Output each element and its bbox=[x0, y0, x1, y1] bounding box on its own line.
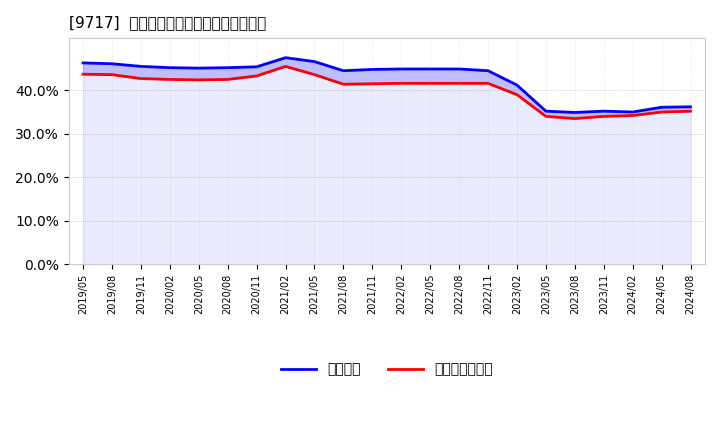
Line: 固定長期適合率: 固定長期適合率 bbox=[83, 66, 690, 118]
固定長期適合率 bbox=[137, 76, 145, 81]
固定比率 bbox=[426, 66, 434, 72]
固定長期適合率 bbox=[426, 81, 434, 86]
固定比率 bbox=[223, 65, 232, 70]
固定長期適合率 bbox=[368, 81, 377, 86]
固定比率 bbox=[397, 66, 405, 72]
固定比率 bbox=[310, 59, 319, 64]
固定長期適合率 bbox=[629, 113, 637, 118]
固定長期適合率 bbox=[223, 77, 232, 82]
Text: [9717]  固定比率、固定長期適合率の推移: [9717] 固定比率、固定長期適合率の推移 bbox=[68, 15, 266, 30]
固定長期適合率 bbox=[252, 73, 261, 79]
固定長期適合率 bbox=[600, 114, 608, 119]
固定長期適合率 bbox=[484, 81, 492, 86]
固定長期適合率 bbox=[108, 72, 117, 77]
固定比率 bbox=[282, 55, 290, 60]
固定比率 bbox=[600, 109, 608, 114]
固定比率 bbox=[108, 61, 117, 66]
固定長期適合率 bbox=[657, 110, 666, 115]
固定長期適合率 bbox=[339, 81, 348, 87]
固定比率 bbox=[166, 65, 174, 70]
固定長期適合率 bbox=[541, 114, 550, 119]
固定長期適合率 bbox=[166, 77, 174, 82]
固定長期適合率 bbox=[397, 81, 405, 86]
固定長期適合率 bbox=[282, 64, 290, 69]
固定長期適合率 bbox=[513, 92, 521, 97]
固定比率 bbox=[368, 67, 377, 72]
固定長期適合率 bbox=[686, 109, 695, 114]
固定長期適合率 bbox=[570, 116, 579, 121]
固定比率 bbox=[137, 64, 145, 69]
固定比率 bbox=[686, 104, 695, 110]
固定長期適合率 bbox=[78, 72, 87, 77]
固定比率 bbox=[629, 110, 637, 115]
固定比率 bbox=[194, 66, 203, 71]
固定長期適合率 bbox=[194, 77, 203, 82]
固定比率 bbox=[455, 66, 464, 72]
固定比率 bbox=[541, 109, 550, 114]
固定比率 bbox=[484, 68, 492, 73]
固定比率 bbox=[339, 68, 348, 73]
固定比率 bbox=[513, 82, 521, 88]
固定長期適合率 bbox=[310, 72, 319, 77]
Legend: 固定比率, 固定長期適合率: 固定比率, 固定長期適合率 bbox=[276, 357, 498, 382]
固定比率 bbox=[570, 110, 579, 115]
固定比率 bbox=[657, 105, 666, 110]
固定長期適合率 bbox=[455, 81, 464, 86]
固定比率 bbox=[78, 60, 87, 66]
Line: 固定比率: 固定比率 bbox=[83, 58, 690, 113]
固定比率 bbox=[252, 64, 261, 70]
